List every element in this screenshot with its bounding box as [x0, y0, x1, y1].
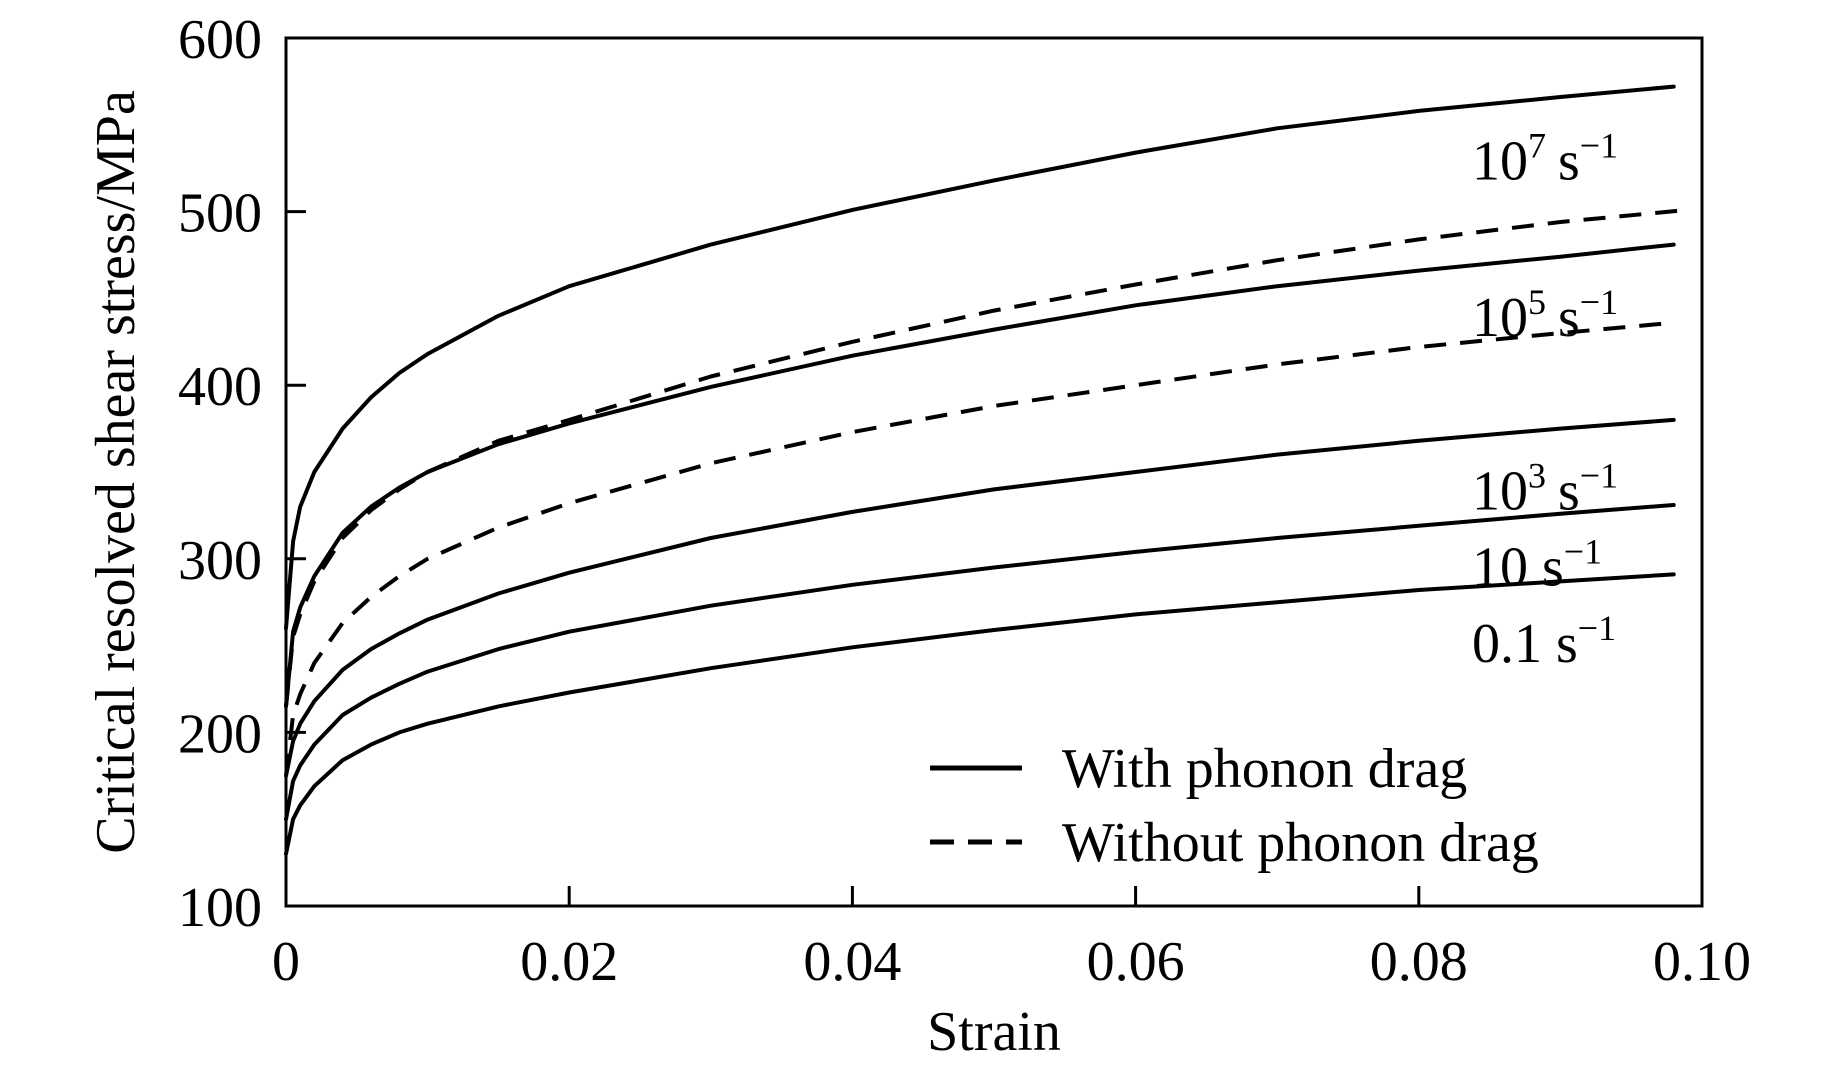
rate-labels: 107 s−1 105 s−1 103 s−1 10 s−1 0.1 s−1 — [1472, 126, 1618, 676]
series-line-10-solid — [284, 503, 1676, 822]
legend: With phonon drag Without phonon drag — [930, 738, 1539, 874]
series-line-0-1-solid — [284, 572, 1676, 856]
x-tick-label: 0.06 — [1087, 931, 1185, 993]
x-tick-label: 0.10 — [1653, 931, 1751, 993]
x-tick-label: 0.04 — [803, 931, 901, 993]
x-tick-label: 0.08 — [1370, 931, 1468, 993]
y-tick-label: 100 — [178, 877, 262, 939]
series-line-10-7-solid — [284, 84, 1676, 631]
rate-label: 105 s−1 — [1472, 282, 1618, 349]
legend-label-solid: With phonon drag — [1062, 738, 1467, 800]
x-axis-ticks: 0 0.02 0.04 0.06 0.08 0.10 — [272, 886, 1751, 993]
series-line-10-5-solid — [284, 242, 1676, 709]
y-axis-ticks: 100 200 300 400 500 600 — [178, 9, 306, 939]
y-tick-label: 600 — [178, 9, 262, 71]
rate-label: 103 s−1 — [1472, 455, 1618, 522]
y-tick-label: 400 — [178, 356, 262, 418]
y-tick-label: 200 — [178, 703, 262, 765]
rate-label: 0.1 s−1 — [1472, 608, 1616, 675]
x-axis-title: Strain — [927, 1001, 1061, 1063]
series-layer — [284, 84, 1688, 856]
x-tick-label: 0.02 — [520, 931, 618, 993]
rate-label: 107 s−1 — [1472, 126, 1618, 193]
legend-label-dashed: Without phonon drag — [1062, 812, 1539, 874]
y-tick-label: 500 — [178, 183, 262, 245]
x-tick-label: 0 — [272, 931, 300, 993]
series-line-10-3-solid — [284, 417, 1676, 778]
y-axis-title: Critical resolved shear stress/MPa — [85, 90, 147, 854]
series-line-10-7-dashed — [284, 207, 1688, 707]
series-line-10-5-dashed — [284, 320, 1674, 777]
plot-frame — [284, 36, 1704, 908]
rate-label: 10 s−1 — [1472, 532, 1602, 599]
y-tick-label: 300 — [178, 530, 262, 592]
